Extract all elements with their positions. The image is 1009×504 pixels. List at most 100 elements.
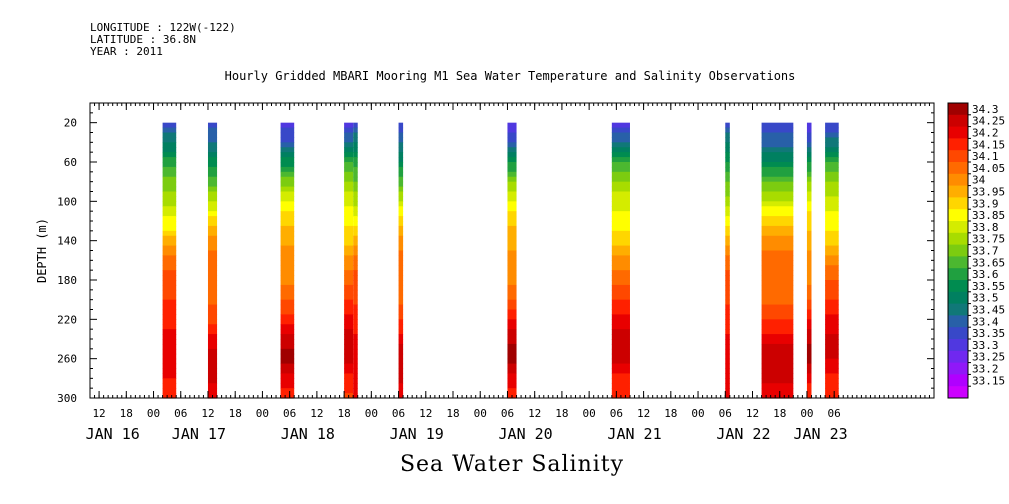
colorbar-label: 33.25 xyxy=(972,351,1005,364)
salinity-cell xyxy=(825,191,839,198)
salinity-cell xyxy=(398,280,404,286)
salinity-cell xyxy=(280,162,295,168)
salinity-cell xyxy=(761,329,794,335)
salinity-cell xyxy=(806,186,812,193)
salinity-cell xyxy=(344,225,354,232)
salinity-cell xyxy=(353,265,358,271)
y-tick-label: 180 xyxy=(57,274,77,287)
salinity-cell xyxy=(825,393,839,399)
salinity-cell xyxy=(611,221,630,227)
salinity-cell xyxy=(280,275,295,281)
salinity-cell xyxy=(353,230,358,237)
colorbar-swatch xyxy=(948,173,968,186)
salinity-cell xyxy=(611,314,630,320)
salinity-cell xyxy=(806,314,812,320)
salinity-cell xyxy=(162,299,177,306)
salinity-cell xyxy=(344,230,354,237)
salinity-cell xyxy=(344,314,354,320)
salinity-cell xyxy=(344,240,354,247)
salinity-cell xyxy=(761,166,794,173)
salinity-cell xyxy=(162,363,177,370)
salinity-cell xyxy=(162,230,177,237)
salinity-cell xyxy=(507,157,517,163)
salinity-cell xyxy=(353,157,358,163)
salinity-cell xyxy=(344,363,354,370)
salinity-cell xyxy=(207,221,218,227)
salinity-cell xyxy=(398,275,404,281)
salinity-cell xyxy=(725,260,730,266)
colorbar-swatch xyxy=(948,256,968,269)
salinity-cell xyxy=(761,255,794,261)
salinity-cell xyxy=(761,157,794,163)
x-day-label: JAN 19 xyxy=(390,425,444,443)
salinity-cell xyxy=(280,196,295,202)
salinity-cell xyxy=(507,265,517,271)
salinity-cell xyxy=(806,393,812,399)
salinity-cell xyxy=(761,260,794,266)
salinity-cell xyxy=(725,373,730,379)
salinity-cell xyxy=(825,221,839,227)
salinity-cell xyxy=(611,284,630,291)
salinity-cell xyxy=(806,152,812,158)
salinity-cell xyxy=(353,240,358,247)
plot-title: Hourly Gridded MBARI Mooring M1 Sea Wate… xyxy=(224,69,796,83)
salinity-cell xyxy=(207,250,218,257)
salinity-cell xyxy=(611,304,630,311)
salinity-cell xyxy=(280,191,295,198)
salinity-cell xyxy=(344,353,354,360)
salinity-cell xyxy=(353,294,358,301)
salinity-cell xyxy=(806,275,812,281)
salinity-cell xyxy=(344,127,354,134)
salinity-cell xyxy=(207,378,218,384)
salinity-cell xyxy=(825,304,839,311)
salinity-cell xyxy=(761,162,794,168)
salinity-cell xyxy=(725,201,730,207)
salinity-cell xyxy=(725,245,730,252)
salinity-cell xyxy=(280,304,295,311)
salinity-cell xyxy=(806,334,812,340)
salinity-cell xyxy=(725,378,730,384)
salinity-cell xyxy=(353,309,358,316)
salinity-cell xyxy=(344,299,354,306)
salinity-cell xyxy=(806,191,812,198)
salinity-cell xyxy=(207,334,218,340)
salinity-cell xyxy=(398,162,404,168)
salinity-cell xyxy=(353,373,358,379)
salinity-cell xyxy=(398,339,404,345)
salinity-cell xyxy=(280,324,295,330)
variable-title: Sea Water Salinity xyxy=(399,452,625,477)
colorbar-label: 33.7 xyxy=(972,245,999,258)
salinity-cell xyxy=(353,137,358,143)
salinity-cell xyxy=(761,235,794,242)
x-tick-label: 00 xyxy=(691,407,704,420)
salinity-cell xyxy=(725,206,730,212)
salinity-cell xyxy=(162,245,177,252)
x-tick-label: 06 xyxy=(719,407,732,420)
salinity-cell xyxy=(806,216,812,222)
salinity-cell xyxy=(507,176,517,183)
salinity-cell xyxy=(280,294,295,301)
salinity-cell xyxy=(507,132,517,139)
salinity-cell xyxy=(806,309,812,316)
salinity-cell xyxy=(761,250,794,257)
salinity-cell xyxy=(806,206,812,212)
salinity-cell xyxy=(611,137,630,143)
salinity-cell xyxy=(761,147,794,153)
salinity-cell xyxy=(725,221,730,227)
salinity-cell xyxy=(162,339,177,345)
salinity-cell xyxy=(280,132,295,139)
salinity-cell xyxy=(761,245,794,252)
salinity-cell xyxy=(280,137,295,143)
salinity-cell xyxy=(344,171,354,178)
salinity-cell xyxy=(825,181,839,188)
salinity-cell xyxy=(344,304,354,311)
salinity-cell xyxy=(162,137,177,143)
salinity-cell xyxy=(507,270,517,276)
salinity-cell xyxy=(806,250,812,257)
salinity-cell xyxy=(162,373,177,379)
salinity-cell xyxy=(162,309,177,316)
salinity-cell xyxy=(725,235,730,242)
salinity-cell xyxy=(207,363,218,370)
salinity-cell xyxy=(725,191,730,198)
salinity-cell xyxy=(344,250,354,257)
